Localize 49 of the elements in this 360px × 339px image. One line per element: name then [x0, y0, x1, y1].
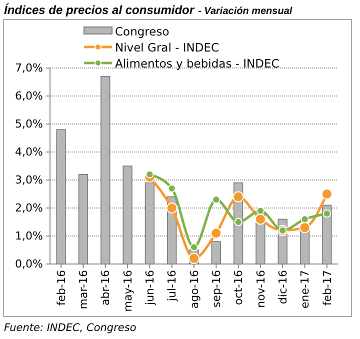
x-tick-label: jul-16 — [166, 270, 179, 302]
x-tick-label: dic-16 — [276, 270, 290, 304]
bar — [78, 174, 88, 264]
x-tick-label: may-16 — [121, 270, 134, 312]
bar — [122, 166, 132, 264]
point — [256, 206, 265, 215]
x-tick-label: ene-17 — [298, 270, 312, 308]
point — [232, 191, 244, 202]
legend-label: Alimentos y bebidas - INDEC — [115, 56, 280, 70]
point — [212, 196, 220, 204]
x-tick-label: nov-16 — [254, 270, 268, 308]
y-tick-label: 6,0% — [15, 90, 43, 103]
point — [254, 214, 266, 225]
x-tick-label: jun-16 — [144, 270, 157, 306]
x-tick-label: abr-16 — [99, 270, 112, 306]
bar — [100, 76, 110, 264]
point — [234, 218, 242, 226]
y-tick-label: 1,0% — [15, 230, 43, 243]
y-tick-label: 5,0% — [15, 118, 43, 131]
point — [166, 202, 178, 214]
y-tick-label: 3,0% — [15, 174, 43, 187]
x-tick-label: ago-16 — [188, 270, 201, 309]
y-tick-label: 2,0% — [15, 202, 43, 215]
point — [188, 252, 200, 264]
x-tick-label: sep-16 — [210, 270, 224, 308]
point — [146, 170, 154, 178]
point — [300, 215, 309, 224]
x-tick-label: feb-17 — [320, 270, 334, 306]
source-note: Fuente: INDEC, Congreso — [4, 322, 136, 334]
y-tick-label: 0,0% — [15, 258, 43, 271]
legend-label: Congreso — [115, 24, 170, 38]
chart-title: Índices de precios al consumidor — [4, 3, 196, 17]
point — [299, 222, 310, 234]
legend-label: Nivel Gral - INDEC — [115, 40, 220, 54]
point — [322, 210, 331, 218]
bar — [322, 204, 332, 264]
point — [210, 228, 222, 239]
x-tick-label: oct-16 — [232, 270, 246, 306]
bar — [56, 129, 66, 264]
y-tick-label: 7,0% — [15, 62, 43, 75]
chart-subtitle: - Variación mensual — [198, 6, 292, 17]
point — [168, 184, 176, 192]
x-tick-label: feb-16 — [54, 270, 68, 306]
bar — [144, 182, 155, 264]
point — [321, 188, 332, 200]
point — [190, 243, 198, 252]
x-tick-label: mar-16 — [77, 270, 90, 310]
y-tick-label: 4,0% — [15, 146, 43, 159]
bar — [211, 241, 221, 264]
